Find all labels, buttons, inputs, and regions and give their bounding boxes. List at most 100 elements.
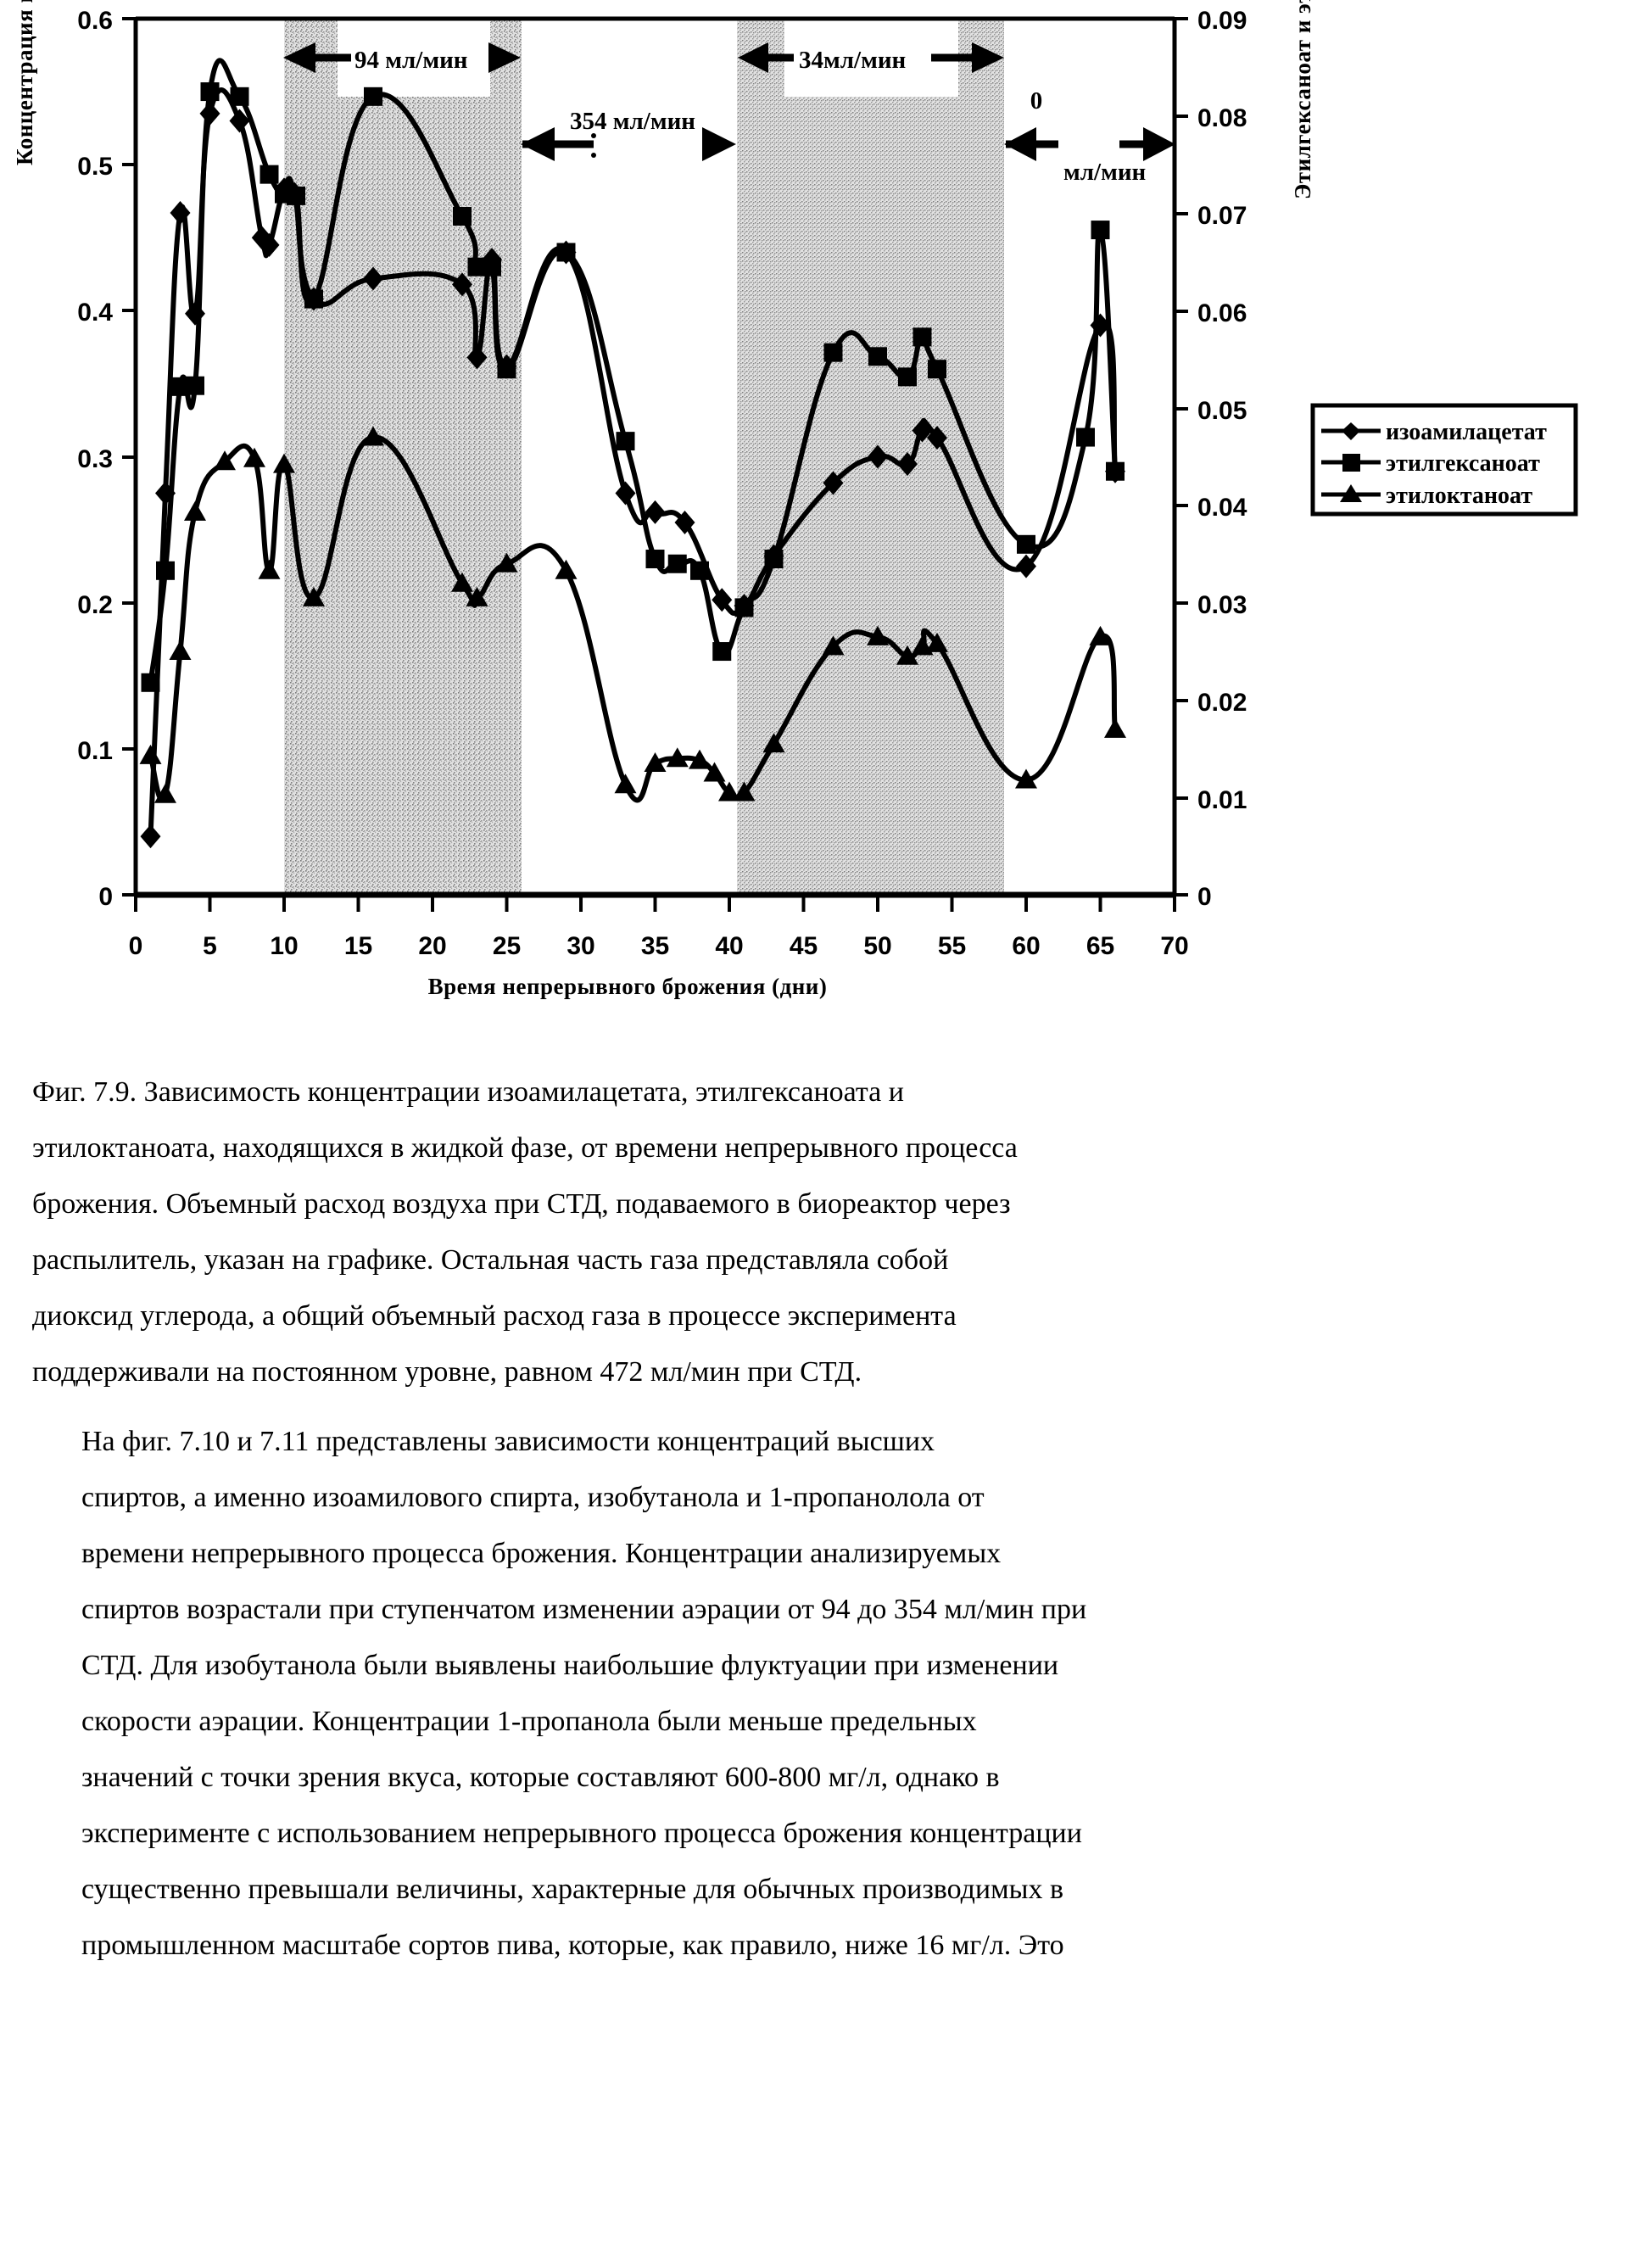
x-tick-label-1: 5 [203,932,217,960]
x-tick-label-5: 25 [493,932,521,960]
paragraph2-line-4: СТД. Для изобутанола были выявлены наибо… [32,1638,1618,1694]
annotation-label-354: 354 мл/мин [570,108,695,135]
data-point-square-20 [712,642,731,661]
data-point-square-24 [868,347,887,366]
data-point-square-25 [898,367,917,386]
paragraph2-line-3: спиртов возрастали при ступенчатом измен… [32,1582,1618,1638]
data-point-triangle-6 [259,560,281,579]
data-point-square-5 [231,87,249,106]
data-point-square-0 [142,673,160,692]
data-point-square-10 [364,87,382,106]
data-point-triangle-3 [184,501,206,521]
data-point-diamond-3 [185,302,205,326]
x-axis-title: Время непрерывного брожения (дни) [0,974,1255,1000]
paragraph2-line-0: На фиг. 7.10 и 7.11 представлены зависим… [32,1414,1618,1470]
data-point-square-13 [483,258,501,277]
caption-line-2: брожения. Объемный расход воздуха при СТ… [32,1176,1618,1232]
data-point-square-21 [735,598,754,617]
x-tick-label-12: 60 [1012,932,1040,960]
data-point-square-27 [928,360,946,378]
data-point-square-3 [186,377,204,395]
x-tick-label-10: 50 [863,932,891,960]
annotation-label-94: 94 мл/мин [354,47,468,74]
paragraph2-line-7: эксперименте с использованием непрерывно… [32,1806,1618,1862]
data-point-square-31 [1106,462,1125,481]
right-tick-9: 0 [1197,883,1212,911]
x-tick-label-9: 45 [790,932,818,960]
chart-canvas: 0.6 0.5 0.4 0.3 0.2 0.1 0 0.09 0.08 0.07… [0,0,1652,1043]
data-point-square-22 [765,550,784,568]
right-tick-2: 0.07 [1197,202,1247,230]
legend: изоамилацетат этилгексаноат этилоктаноат [1313,405,1576,514]
right-tick-1: 0.08 [1197,104,1247,132]
paragraph2-line-1: спиртов, а именно изоамилового спирта, и… [32,1470,1618,1526]
data-point-square-18 [668,555,687,573]
caption-line-0: Фиг. 7.9. Зависимость концентрации изоам… [32,1064,1618,1120]
body-paragraph-2: На фиг. 7.10 и 7.11 представлены зависим… [0,1414,1652,1974]
data-point-square-16 [617,432,635,450]
annotation-label-0-value: 0 [1030,87,1043,115]
figure-7-9: 0.6 0.5 0.4 0.3 0.2 0.1 0 0.09 0.08 0.07… [0,0,1652,1043]
left-tick-2: 0.4 [77,299,113,327]
data-point-square-30 [1091,221,1110,239]
caption-line-4: диоксид углерода, а общий объемный расхо… [32,1288,1618,1344]
annotation-label-34: 34мл/мин [799,47,906,74]
data-point-square-1 [156,561,175,580]
left-axis-title: Концентрация изоамилацетата (мг/л) [12,0,38,165]
left-tick-5: 0.1 [77,737,113,765]
right-tick-6: 0.03 [1197,591,1247,619]
left-tick-6: 0 [98,883,113,911]
figure-caption: Фиг. 7.9. Зависимость концентрации изоам… [0,1064,1652,1400]
right-axis-title: Этилгексаноат и этилоктаноат (мг/д) [1290,0,1316,199]
right-tick-5: 0.04 [1197,494,1247,522]
data-point-triangle-2 [170,640,192,660]
annotation-label-0-units: мл/мин [1063,159,1146,186]
data-point-triangle-14 [615,774,637,793]
right-tick-0: 0.09 [1197,7,1247,35]
data-point-triangle-5 [243,448,265,467]
right-tick-4: 0.05 [1197,397,1247,425]
x-tick-label-2: 10 [270,932,298,960]
x-tick-label-8: 40 [715,932,743,960]
data-point-diamond-17 [616,482,636,506]
x-axis-tick-labels: 0510152025303540455055606570 [129,932,1189,960]
right-axis-tick-labels: 0.09 0.08 0.07 0.06 0.05 0.04 0.03 0.02 … [1197,7,1247,911]
paragraph2-line-9: промышленном масштабе сортов пива, котор… [32,1918,1618,1974]
caption-line-5: поддерживали на постоянном уровне, равно… [32,1344,1618,1400]
data-point-square-28 [1017,535,1035,554]
data-point-square-15 [557,243,576,261]
left-tick-0: 0.6 [77,7,113,35]
left-tick-4: 0.2 [77,591,113,619]
article-body: Фиг. 7.9. Зависимость концентрации изоам… [0,1064,1652,1974]
right-tick-8: 0.01 [1197,786,1247,814]
x-tick-label-6: 30 [566,932,594,960]
annotation-arrow-0 [1004,127,1175,161]
right-tick-3: 0.06 [1197,299,1247,327]
data-point-square-11 [453,207,472,226]
data-point-square-4 [201,82,220,101]
paragraph2-line-8: существенно превышали величины, характер… [32,1862,1618,1918]
data-point-square-6 [260,165,279,184]
data-point-square-29 [1076,428,1095,447]
data-point-square-9 [304,290,323,309]
left-tick-1: 0.5 [77,153,113,181]
data-point-square-26 [913,327,932,346]
data-point-diamond-18 [645,500,666,524]
legend-label-0: изоамилацетат [1386,419,1547,445]
data-point-triangle-0 [140,745,162,764]
caption-line-3: распылитель, указан на графике. Остальна… [32,1232,1618,1288]
square-marker [1342,454,1360,472]
data-point-square-8 [287,187,305,205]
x-tick-label-3: 15 [344,932,372,960]
paragraph2-line-5: скорости аэрации. Концентрации 1-пропано… [32,1694,1618,1750]
paragraph2-line-2: времени непрерывного процесса брожения. … [32,1526,1618,1582]
left-axis-tick-labels: 0.6 0.5 0.4 0.3 0.2 0.1 0 [77,7,113,911]
x-tick-label-11: 55 [938,932,966,960]
legend-label-2: этилоктаноат [1386,483,1532,509]
data-point-diamond-0 [141,824,161,848]
data-point-square-23 [824,344,843,362]
right-tick-7: 0.02 [1197,689,1247,717]
data-point-square-14 [498,360,516,378]
left-tick-3: 0.3 [77,445,113,473]
legend-label-1: этилгексаноат [1386,450,1540,477]
